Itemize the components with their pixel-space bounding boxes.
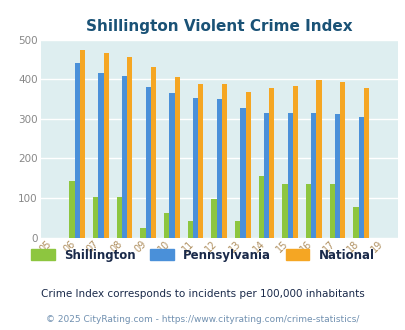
Bar <box>234 220 240 238</box>
Bar <box>93 197 98 238</box>
Bar <box>198 84 203 238</box>
Title: Shillington Violent Crime Index: Shillington Violent Crime Index <box>86 19 352 34</box>
Bar <box>240 108 245 238</box>
Bar <box>352 207 358 238</box>
Bar <box>263 113 269 238</box>
Bar <box>339 82 345 238</box>
Bar <box>164 213 169 238</box>
Bar <box>258 176 263 238</box>
Bar <box>145 87 151 238</box>
Bar <box>329 184 334 238</box>
Bar <box>211 199 216 238</box>
Bar <box>169 93 174 238</box>
Bar <box>363 87 368 238</box>
Bar <box>174 77 179 238</box>
Bar <box>98 73 103 238</box>
Bar <box>187 220 192 238</box>
Bar <box>316 81 321 238</box>
Bar <box>127 57 132 238</box>
Legend: Shillington, Pennsylvania, National: Shillington, Pennsylvania, National <box>27 244 378 266</box>
Bar <box>80 50 85 238</box>
Bar <box>358 117 363 238</box>
Bar <box>103 53 109 238</box>
Bar <box>117 197 121 238</box>
Bar <box>192 98 198 238</box>
Bar <box>75 63 80 238</box>
Text: © 2025 CityRating.com - https://www.cityrating.com/crime-statistics/: © 2025 CityRating.com - https://www.city… <box>46 315 359 324</box>
Bar <box>305 184 311 238</box>
Bar <box>287 113 292 238</box>
Bar <box>140 228 145 238</box>
Bar <box>282 184 287 238</box>
Bar <box>334 115 339 238</box>
Bar <box>245 92 250 238</box>
Bar <box>151 67 156 238</box>
Text: Crime Index corresponds to incidents per 100,000 inhabitants: Crime Index corresponds to incidents per… <box>41 289 364 299</box>
Bar <box>216 99 221 238</box>
Bar <box>221 84 226 238</box>
Bar <box>69 182 75 238</box>
Bar <box>311 113 316 238</box>
Bar <box>122 76 127 238</box>
Bar <box>269 87 274 238</box>
Bar <box>292 86 297 238</box>
